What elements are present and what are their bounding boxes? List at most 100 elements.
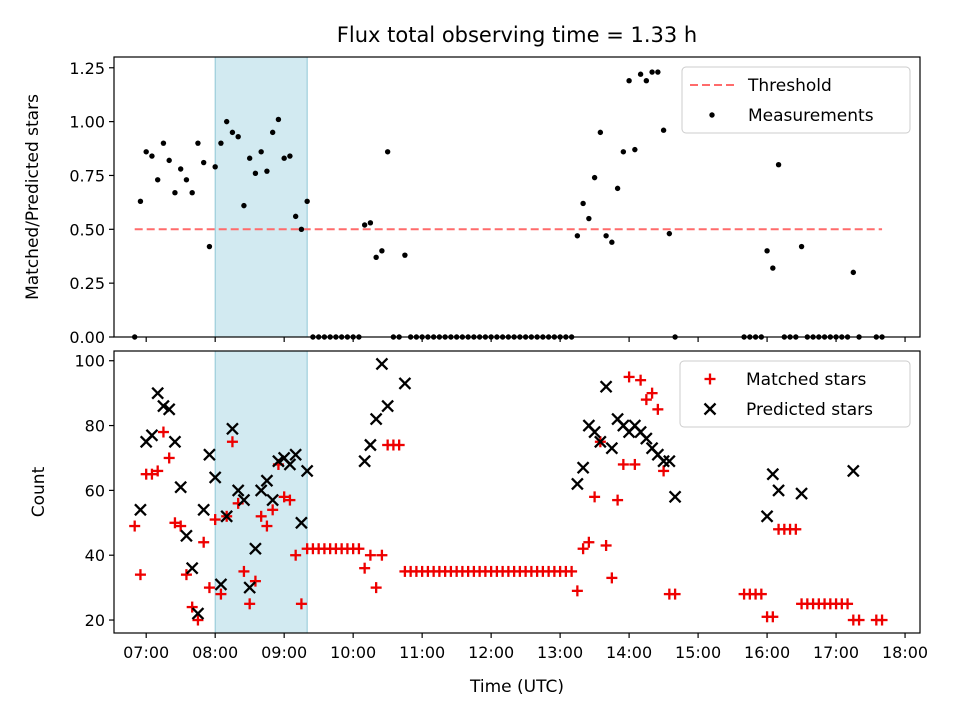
predicted-star-point bbox=[197, 503, 210, 517]
predicted-star-point bbox=[243, 581, 256, 594]
matched-star-point bbox=[215, 588, 227, 600]
marker-stroke bbox=[640, 432, 653, 445]
legend-label: Measurements bbox=[748, 106, 874, 126]
matched-star-point bbox=[157, 426, 169, 438]
predicted-star-point bbox=[185, 561, 199, 575]
measurement-point bbox=[235, 133, 241, 140]
predicted-star-point bbox=[254, 484, 268, 497]
measurement-point bbox=[154, 177, 161, 183]
y-tick-label: 80 bbox=[85, 417, 105, 436]
measurement-point bbox=[246, 155, 253, 161]
matched-star-point bbox=[617, 458, 629, 470]
matched-star-point bbox=[646, 387, 658, 399]
legend-label: Threshold bbox=[747, 76, 832, 96]
predicted-star-point bbox=[208, 471, 222, 484]
matched-star-point bbox=[370, 582, 382, 594]
measurement-point bbox=[149, 153, 155, 159]
measurement-point bbox=[287, 153, 293, 159]
measurement-point bbox=[183, 177, 190, 183]
predicted-star-point bbox=[760, 509, 774, 523]
measurement-point bbox=[764, 248, 770, 254]
predicted-star-point bbox=[220, 509, 233, 523]
predicted-star-point bbox=[576, 461, 590, 475]
y-tick-label: 100 bbox=[74, 352, 105, 371]
marker-stroke bbox=[197, 503, 210, 517]
marker-stroke bbox=[237, 493, 251, 507]
predicted-star-point bbox=[151, 386, 165, 400]
predicted-star-point bbox=[168, 435, 182, 449]
measurement-point bbox=[361, 222, 368, 228]
matched-star-point bbox=[278, 491, 290, 503]
marker-stroke bbox=[760, 509, 774, 523]
matched-star-point bbox=[583, 536, 595, 548]
measurement-point bbox=[137, 198, 144, 205]
measurement-point bbox=[264, 168, 270, 174]
x-tick-label: 15:00 bbox=[675, 643, 721, 662]
measurement-point bbox=[660, 127, 667, 133]
predicted-star-point bbox=[145, 428, 159, 442]
predicted-star-point bbox=[398, 377, 412, 390]
matched-star-point bbox=[203, 582, 215, 594]
matched-star-point bbox=[652, 403, 664, 415]
marker-stroke bbox=[611, 412, 624, 426]
predicted-star-point bbox=[134, 503, 147, 517]
legend-box bbox=[681, 66, 911, 134]
measurement-point bbox=[626, 77, 632, 84]
matched-star-point bbox=[669, 588, 681, 600]
predicted-star-point bbox=[300, 464, 314, 478]
marker-stroke bbox=[249, 542, 262, 556]
measurement-point bbox=[643, 77, 650, 84]
measurement-point bbox=[177, 166, 184, 172]
predicted-star-point bbox=[191, 607, 205, 620]
predicted-star-point bbox=[375, 357, 389, 371]
measurement-point bbox=[218, 140, 224, 146]
marker-stroke bbox=[605, 441, 619, 455]
measurement-point bbox=[580, 200, 586, 207]
legend-marker bbox=[709, 112, 715, 118]
axes-frame bbox=[113, 350, 921, 634]
predicted-star-point bbox=[249, 542, 262, 556]
predicted-star-point bbox=[772, 484, 785, 497]
marker-stroke bbox=[168, 435, 182, 449]
measurement-point bbox=[160, 140, 167, 146]
marker-stroke bbox=[145, 428, 159, 442]
predicted-star-point bbox=[588, 425, 601, 439]
matched-star-point bbox=[790, 523, 802, 535]
marker-stroke bbox=[157, 399, 170, 413]
predicted-star-point bbox=[594, 435, 607, 449]
matched-star-point bbox=[842, 598, 854, 610]
marker-stroke bbox=[594, 435, 607, 449]
measurement-point bbox=[609, 239, 615, 245]
predicted-star-point bbox=[605, 441, 619, 455]
marker-stroke bbox=[162, 403, 176, 416]
y-tick-label: 0.00 bbox=[69, 328, 105, 347]
marker-stroke bbox=[645, 441, 659, 455]
legend-label: Matched stars bbox=[746, 370, 866, 390]
marker-stroke bbox=[208, 471, 222, 484]
marker-stroke bbox=[663, 454, 676, 468]
measurement-point bbox=[591, 174, 598, 181]
marker-stroke bbox=[576, 461, 590, 475]
predicted-star-point bbox=[266, 493, 279, 507]
y-tick-label: 0.25 bbox=[69, 274, 105, 293]
y-tick-label: 20 bbox=[85, 611, 105, 630]
measurement-point bbox=[597, 129, 604, 136]
observation-highlight bbox=[214, 56, 308, 338]
marker-stroke bbox=[191, 607, 205, 620]
measurement-point bbox=[574, 233, 581, 239]
measurement-point bbox=[223, 118, 230, 125]
measurement-point bbox=[655, 69, 661, 75]
measurement-point bbox=[269, 129, 276, 136]
marker-stroke bbox=[599, 380, 613, 393]
marker-stroke bbox=[772, 484, 785, 497]
matched-star-point bbox=[853, 614, 865, 626]
predicted-star-point bbox=[231, 484, 245, 497]
measurement-point bbox=[379, 248, 385, 254]
matched-star-point bbox=[295, 598, 307, 610]
matched-star-point bbox=[163, 452, 175, 464]
matched-star-point bbox=[612, 494, 624, 506]
measurement-point bbox=[586, 215, 592, 222]
measurement-point bbox=[166, 157, 172, 164]
predicted-star-point bbox=[283, 458, 297, 471]
